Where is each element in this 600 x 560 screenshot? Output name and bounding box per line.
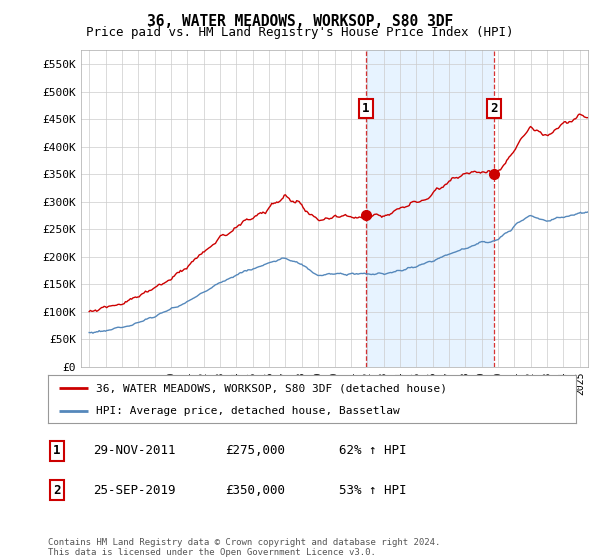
Text: Price paid vs. HM Land Registry's House Price Index (HPI): Price paid vs. HM Land Registry's House … — [86, 26, 514, 39]
Text: 2: 2 — [53, 483, 61, 497]
Text: £350,000: £350,000 — [225, 483, 285, 497]
Text: Contains HM Land Registry data © Crown copyright and database right 2024.
This d: Contains HM Land Registry data © Crown c… — [48, 538, 440, 557]
Text: £275,000: £275,000 — [225, 444, 285, 458]
Text: 25-SEP-2019: 25-SEP-2019 — [93, 483, 176, 497]
Text: 29-NOV-2011: 29-NOV-2011 — [93, 444, 176, 458]
Text: 1: 1 — [53, 444, 61, 458]
Text: 36, WATER MEADOWS, WORKSOP, S80 3DF: 36, WATER MEADOWS, WORKSOP, S80 3DF — [147, 14, 453, 29]
Text: 1: 1 — [362, 102, 370, 115]
Text: HPI: Average price, detached house, Bassetlaw: HPI: Average price, detached house, Bass… — [95, 406, 399, 416]
Text: 53% ↑ HPI: 53% ↑ HPI — [339, 483, 407, 497]
Bar — [366, 50, 494, 367]
Text: 36, WATER MEADOWS, WORKSOP, S80 3DF (detached house): 36, WATER MEADOWS, WORKSOP, S80 3DF (det… — [95, 383, 446, 393]
Text: 62% ↑ HPI: 62% ↑ HPI — [339, 444, 407, 458]
Text: 2: 2 — [490, 102, 498, 115]
